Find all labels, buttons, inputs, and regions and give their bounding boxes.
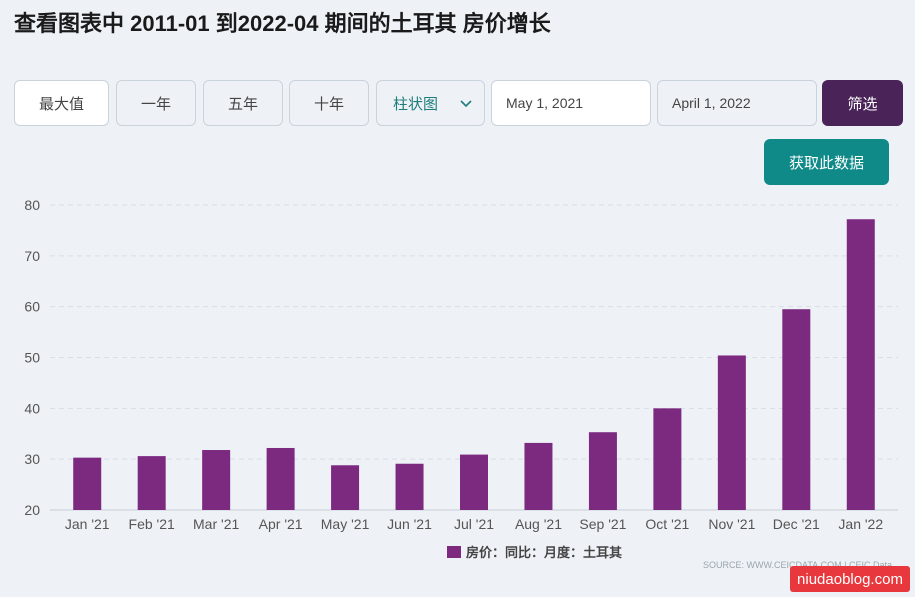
y-tick-label: 40 — [24, 400, 40, 416]
bar — [202, 450, 231, 510]
x-tick-label: Nov '21 — [708, 516, 755, 532]
y-tick-label: 30 — [24, 451, 40, 467]
end-date-input[interactable]: April 1, 2022 — [657, 80, 817, 126]
source-credit: SOURCE: WWW.CEICDATA.COM | CEIC Data — [703, 560, 893, 570]
y-tick-label: 50 — [24, 350, 40, 366]
chart-type-value: 柱状图 — [393, 95, 439, 113]
x-tick-label: Feb '21 — [129, 516, 175, 532]
y-tick-label: 20 — [24, 502, 40, 518]
chevron-down-icon — [460, 95, 472, 112]
bar — [717, 355, 746, 510]
bar — [395, 463, 424, 510]
page-title: 查看图表中 2011-01 到2022-04 期间的土耳其 房价增长 — [14, 11, 551, 36]
get-data-button[interactable]: 获取此数据 — [764, 139, 889, 185]
x-tick-label: May '21 — [321, 516, 370, 532]
legend-swatch — [447, 546, 461, 558]
x-tick-label: Sep '21 — [579, 516, 626, 532]
bar — [331, 465, 360, 510]
y-tick-label: 60 — [24, 299, 40, 315]
bar — [73, 457, 102, 510]
x-tick-label: Jul '21 — [454, 516, 494, 532]
filter-button[interactable]: 筛选 — [822, 80, 903, 126]
x-tick-label: Oct '21 — [645, 516, 689, 532]
bar — [653, 408, 682, 510]
bar — [846, 219, 875, 510]
x-tick-label: Aug '21 — [515, 516, 562, 532]
bar — [266, 447, 295, 510]
x-tick-label: Jan '21 — [65, 516, 110, 532]
range-max-button[interactable]: 最大值 — [14, 80, 109, 126]
x-tick-label: Mar '21 — [193, 516, 239, 532]
legend-label: 房价：同比：月度：土耳其 — [466, 545, 622, 560]
y-tick-label: 70 — [24, 248, 40, 264]
range-5y-button[interactable]: 五年 — [203, 80, 283, 126]
bar — [460, 454, 488, 510]
x-tick-label: Jan '22 — [838, 516, 883, 532]
bar — [588, 432, 617, 510]
y-tick-label: 80 — [24, 197, 40, 213]
watermark: niudaoblog.com — [790, 566, 910, 592]
start-date-input[interactable]: May 1, 2021 — [491, 80, 651, 126]
bar — [137, 456, 166, 510]
x-tick-label: Apr '21 — [259, 516, 303, 532]
range-10y-button[interactable]: 十年 — [289, 80, 369, 126]
x-tick-label: Dec '21 — [773, 516, 820, 532]
bar — [782, 309, 811, 510]
range-1y-button[interactable]: 一年 — [116, 80, 196, 126]
x-tick-label: Jun '21 — [387, 516, 432, 532]
chart-type-select[interactable]: 柱状图 — [376, 80, 485, 126]
bar — [524, 442, 553, 510]
